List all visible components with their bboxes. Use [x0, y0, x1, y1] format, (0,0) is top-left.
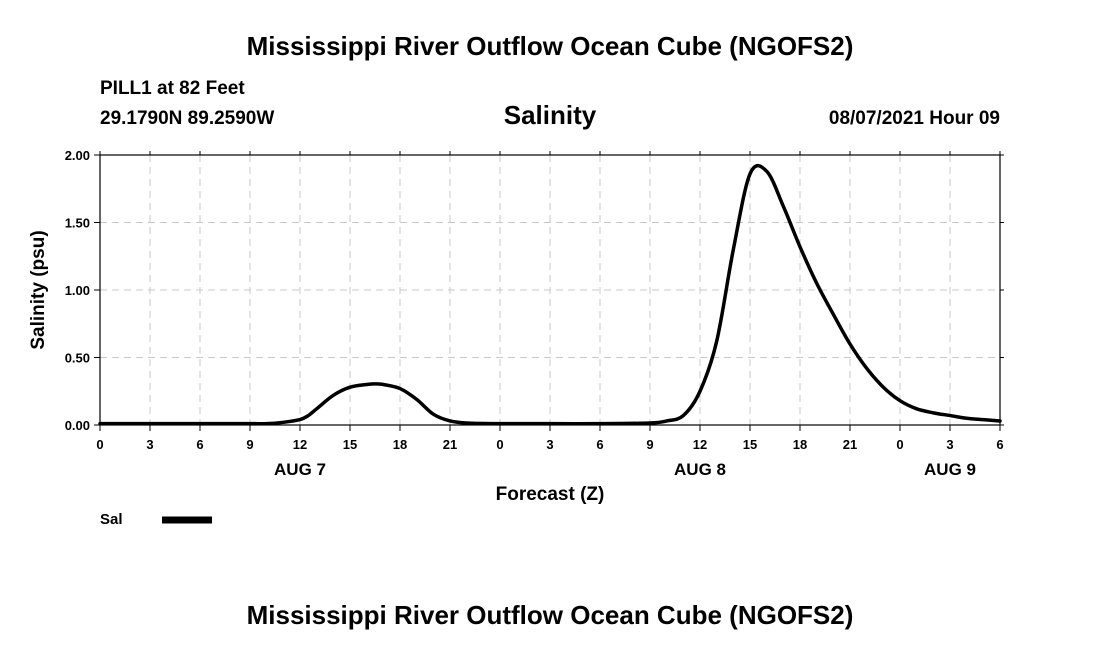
x-tick-label: 3	[946, 437, 953, 452]
legend-label: Sal	[100, 511, 123, 528]
station-coordinates: 29.1790N 89.2590W	[100, 108, 274, 129]
chart-title-bottom: Mississippi River Outflow Ocean Cube (NG…	[247, 600, 854, 630]
x-tick-label: 6	[196, 437, 203, 452]
data-series	[98, 163, 1002, 426]
series-line-sal	[98, 163, 1002, 426]
x-tick-label: 3	[146, 437, 153, 452]
gridlines	[100, 155, 1000, 425]
axis-ticks	[94, 151, 1004, 431]
y-tick-label: 0.50	[65, 351, 90, 366]
y-tick-label: 1.00	[65, 283, 90, 298]
y-tick-label: 1.50	[65, 216, 90, 231]
x-tick-label: 6	[996, 437, 1003, 452]
y-tick-label: 2.00	[65, 148, 90, 163]
x-tick-label: 15	[343, 437, 357, 452]
x-tick-label: 15	[743, 437, 757, 452]
forecast-datetime: 08/07/2021 Hour 09	[829, 108, 1000, 129]
x-tick-label: 12	[693, 437, 707, 452]
x-tick-label: 3	[546, 437, 553, 452]
x-tick-label: 0	[96, 437, 103, 452]
day-label: AUG 7	[274, 460, 326, 479]
x-tick-label: 12	[293, 437, 307, 452]
y-axis-label: Salinity (psu)	[28, 230, 49, 349]
chart-title-top: Mississippi River Outflow Ocean Cube (NG…	[247, 31, 854, 61]
variable-title: Salinity	[504, 100, 597, 130]
y-tick-label: 0.00	[65, 418, 90, 433]
day-label: AUG 8	[674, 460, 726, 479]
x-tick-label: 9	[646, 437, 653, 452]
day-label: AUG 9	[924, 460, 976, 479]
station-label: PILL1 at 82 Feet	[100, 78, 245, 99]
x-axis-label: Forecast (Z)	[496, 484, 605, 505]
x-tick-label: 0	[896, 437, 903, 452]
x-tick-label: 18	[393, 437, 407, 452]
tick-labels: 0 3 6 9 12 15 18 21 0 3 6 9 12 15 18 21 0 3 6 0.00 0.50 1.00 1…	[65, 148, 1004, 479]
plot-frame	[99, 154, 1001, 426]
x-tick-label: 21	[843, 437, 857, 452]
x-tick-label: 9	[246, 437, 253, 452]
x-tick-label: 21	[443, 437, 457, 452]
x-tick-label: 0	[496, 437, 503, 452]
x-tick-label: 6	[596, 437, 603, 452]
x-tick-label: 18	[793, 437, 807, 452]
